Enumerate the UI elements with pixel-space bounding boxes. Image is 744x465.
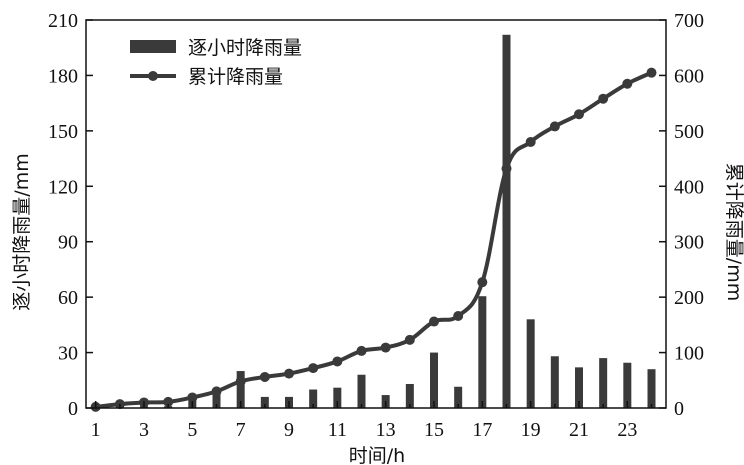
y-left-tick-label-150: 150 [48,121,78,143]
x-tick-label-5: 5 [187,419,197,441]
cumulative-point-4 [163,396,174,407]
bar-hour-10 [309,389,318,408]
cumulative-point-23 [622,78,633,89]
y-left-tick-label-210: 210 [48,10,78,32]
y-right-tick-label-500: 500 [674,121,704,143]
cumulative-point-19 [525,136,536,147]
x-tick-label-17: 17 [472,419,492,441]
bar-hour-23 [623,362,632,408]
bar-hour-16 [454,386,463,408]
y-left-tick-label-0: 0 [68,398,78,420]
x-tick-label-19: 19 [521,419,541,441]
cumulative-point-5 [187,392,198,403]
y-left-tick-label-90: 90 [58,232,78,254]
x-tick-label-23: 23 [617,419,637,441]
cumulative-point-11 [332,356,343,367]
bar-hour-15 [430,352,438,408]
y-right-tick-label-600: 600 [674,65,704,87]
bar-hour-21 [575,367,583,408]
axes-layer: 0 30 60 90 120 150 180 210 0 100 200 300 400 500 600 70… [48,10,704,441]
y-axis-right-title: 累计降雨量/mm [723,163,744,301]
cumulative-line [95,70,653,409]
cumulative-point-9 [284,368,294,379]
cumulative-point-21 [574,109,584,120]
bar-hour-8 [260,396,269,408]
bar-hour-7 [236,371,245,408]
bar-hour-19 [526,319,535,408]
y-left-tick-label-120: 120 [48,176,78,198]
x-tick-label-21: 21 [569,419,589,441]
bars-layer [91,34,656,408]
y-right-tick-label-400: 400 [674,176,704,198]
y-left-tick-label-60: 60 [58,287,78,309]
legend-bar-swatch [130,40,176,53]
line-layer [90,67,657,412]
y-right-tick-label-300: 300 [674,232,704,254]
legend: 逐小时降雨量 累计降雨量 [130,37,302,88]
bar-hour-24 [647,369,656,408]
bar-hour-20 [550,356,559,408]
x-tick-label-7: 7 [236,419,246,441]
cumulative-point-13 [380,342,391,353]
cumulative-point-8 [259,371,270,382]
bar-hour-14 [405,383,414,408]
x-tick-label-15: 15 [424,419,444,441]
x-tick-label-13: 13 [376,419,396,441]
y-right-tick-label-200: 200 [674,287,704,309]
x-axis-title: 时间/h [349,445,405,465]
y-left-tick-label-30: 30 [58,343,78,365]
cumulative-point-18 [501,163,512,174]
x-tick-label-3: 3 [139,419,149,441]
cumulative-point-20 [549,121,560,132]
bar-hour-22 [599,358,608,408]
cumulative-point-10 [308,363,319,374]
bar-hour-17 [478,296,487,408]
bar-hour-6 [212,391,221,408]
bar-hour-11 [333,387,342,408]
bar-hour-18 [502,34,511,408]
cumulative-point-15 [429,316,439,327]
cumulative-point-7 [235,376,246,387]
bar-hour-12 [357,374,366,408]
x-tick-label-11: 11 [328,419,347,441]
legend-line-marker [148,71,158,81]
cumulative-point-24 [646,67,657,78]
y-right-tick-label-100: 100 [674,343,704,365]
cumulative-point-16 [453,310,464,321]
cumulative-point-22 [598,93,609,104]
x-tick-label-9: 9 [284,419,294,441]
cumulative-point-14 [404,334,415,345]
x-tick-label-1: 1 [91,419,101,441]
legend-line-label: 累计降雨量 [188,66,283,88]
y-axis-left-title: 逐小时降雨量/mm [11,153,33,310]
cumulative-point-12 [356,345,367,356]
y-right-tick-label-700: 700 [674,10,704,32]
y-left-tick-label-180: 180 [48,65,78,87]
y-right-tick-label-0: 0 [674,398,684,420]
legend-bar-label: 逐小时降雨量 [188,37,302,59]
cumulative-point-6 [211,386,222,397]
plot-frame [85,19,667,409]
cumulative-point-17 [477,277,488,288]
